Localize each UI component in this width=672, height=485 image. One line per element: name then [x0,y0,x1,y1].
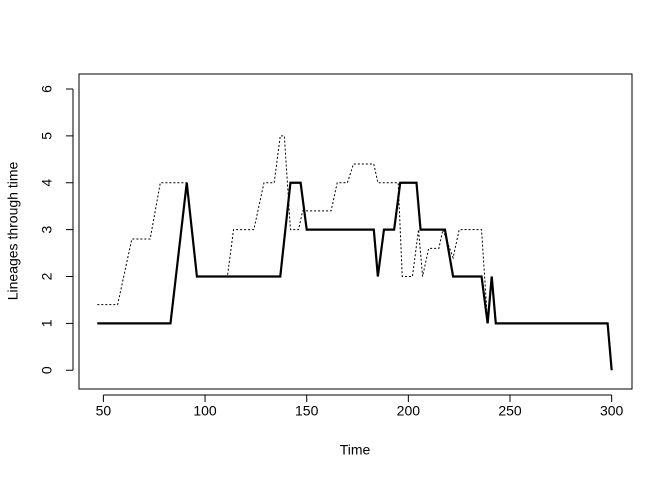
y-tick-label: 1 [39,319,55,327]
x-tick-label: 50 [96,403,112,419]
y-tick-label: 3 [39,226,55,234]
y-tick-label: 2 [39,272,55,280]
x-tick-label: 200 [397,403,421,419]
x-tick-label: 100 [193,403,217,419]
x-axis-label: Time [340,442,371,458]
x-tick-label: 150 [295,403,319,419]
x-tick-label: 300 [600,403,624,419]
ltt-line [97,135,613,371]
y-tick-label: 5 [39,132,55,140]
y-tick-label: 0 [39,366,55,374]
x-tick-label: 250 [498,403,522,419]
y-axis-label: Lineages through time [5,162,21,301]
y-tick-label: 6 [39,85,55,93]
y-tick-label: 4 [39,179,55,187]
plot-box [78,73,633,390]
ltt-line [97,181,613,371]
